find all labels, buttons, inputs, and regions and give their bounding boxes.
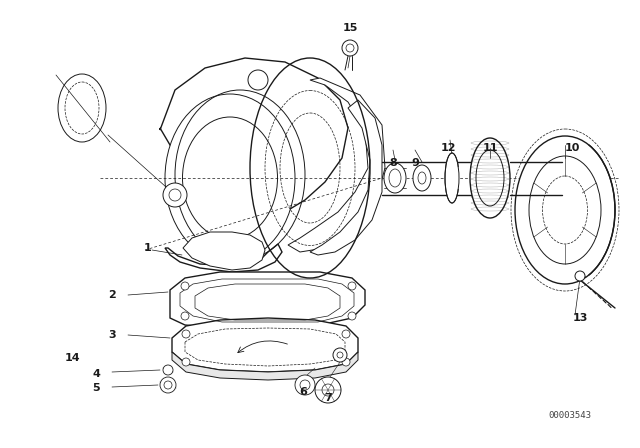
Polygon shape [160,58,348,230]
Text: 15: 15 [342,23,358,33]
Circle shape [342,358,350,366]
Text: 11: 11 [483,143,498,153]
Circle shape [182,330,190,338]
Ellipse shape [575,271,585,281]
Circle shape [160,377,176,393]
Polygon shape [310,100,382,255]
Circle shape [295,375,315,395]
Circle shape [342,40,358,56]
Ellipse shape [470,138,510,218]
Polygon shape [172,352,358,380]
Polygon shape [288,78,385,252]
Text: 1: 1 [144,243,152,253]
Circle shape [348,312,356,320]
Text: 13: 13 [572,313,588,323]
Circle shape [163,183,187,207]
Text: 14: 14 [64,353,80,363]
Text: 8: 8 [389,158,397,168]
Polygon shape [172,318,358,372]
Ellipse shape [515,136,615,284]
Circle shape [163,365,173,375]
Ellipse shape [384,163,406,193]
Circle shape [182,358,190,366]
Text: 6: 6 [299,387,307,397]
Circle shape [342,330,350,338]
Circle shape [181,312,189,320]
Text: 10: 10 [564,143,580,153]
Circle shape [181,282,189,290]
Circle shape [315,377,341,403]
Text: 5: 5 [92,383,100,393]
Circle shape [333,348,347,362]
Ellipse shape [413,165,431,191]
Ellipse shape [165,94,295,262]
Text: 2: 2 [108,290,116,300]
Polygon shape [170,272,365,328]
Ellipse shape [445,153,459,203]
Circle shape [348,282,356,290]
Polygon shape [183,232,265,270]
Text: 4: 4 [92,369,100,379]
Text: 00003543: 00003543 [548,410,591,419]
Circle shape [248,70,268,90]
Polygon shape [165,244,282,272]
Text: 9: 9 [411,158,419,168]
Text: 7: 7 [324,393,332,403]
Text: 12: 12 [440,143,456,153]
Text: 3: 3 [108,330,116,340]
